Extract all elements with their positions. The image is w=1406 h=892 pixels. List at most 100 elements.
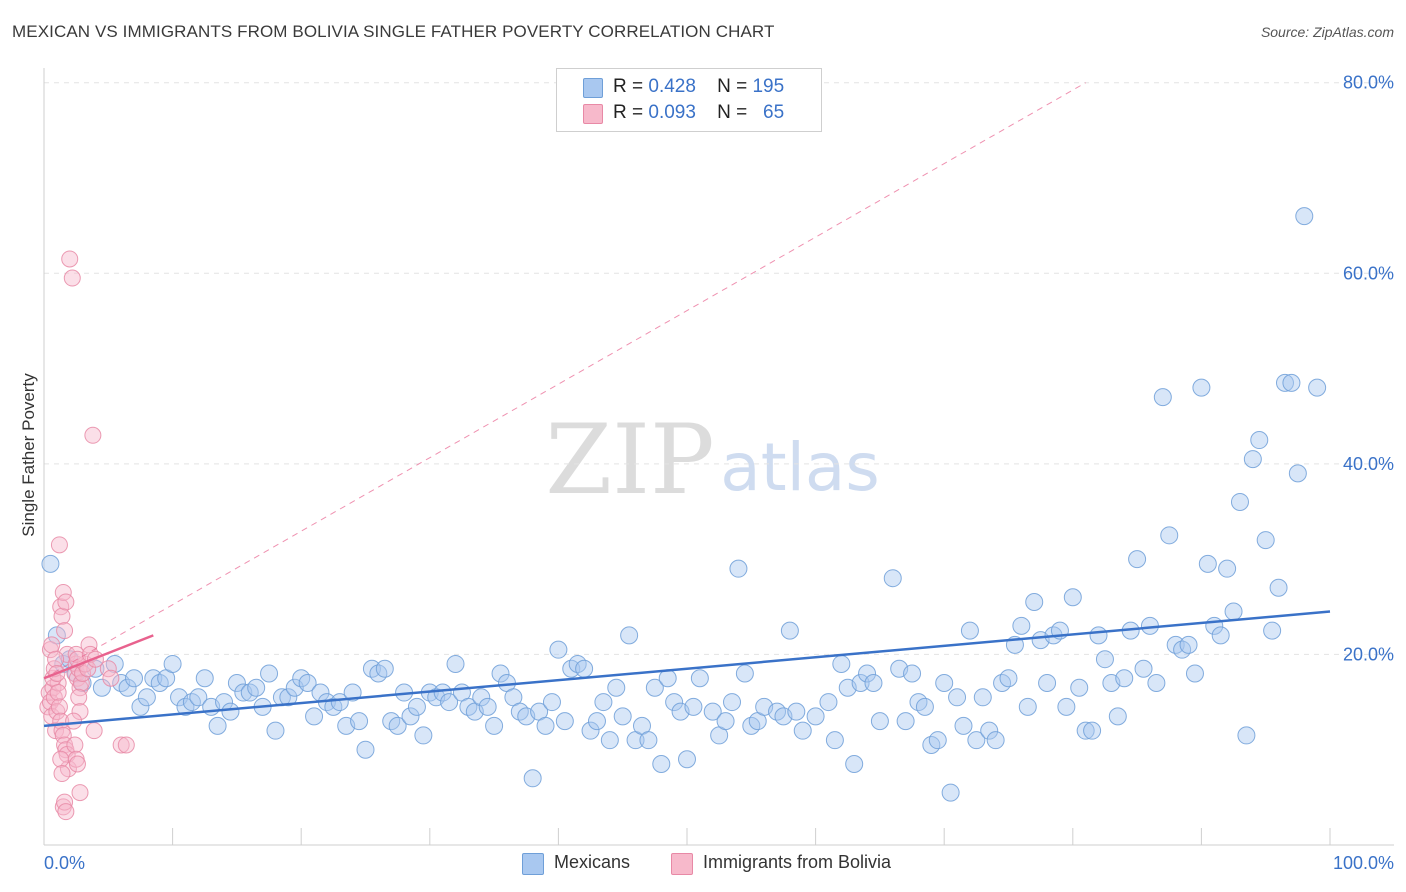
chart-title: MEXICAN VS IMMIGRANTS FROM BOLIVIA SINGL… [12, 22, 775, 41]
data-point [594, 693, 613, 712]
y-axis-label: Single Father Poverty [19, 373, 38, 537]
data-point [954, 716, 973, 735]
data-point [1179, 635, 1198, 654]
data-point [1083, 721, 1102, 740]
data-point [562, 659, 581, 678]
data-point [144, 669, 163, 688]
data-point [864, 674, 883, 693]
data-point [993, 674, 1012, 693]
data-point [118, 678, 137, 697]
data-point [896, 712, 915, 731]
data-point [1018, 697, 1037, 716]
data-point [1243, 450, 1262, 469]
data-point [935, 674, 954, 693]
data-point [948, 688, 967, 707]
data-point [440, 693, 459, 712]
data-point [163, 654, 182, 673]
data-point [909, 693, 928, 712]
data-point [1275, 373, 1294, 392]
stats-legend: R = 0.428 N = 195 R = 0.093 N = 65 [556, 68, 822, 132]
data-point [587, 712, 606, 731]
data-point [678, 750, 696, 769]
data-point [305, 707, 324, 726]
data-point [1230, 492, 1249, 511]
data-point [298, 674, 317, 693]
data-point [362, 659, 381, 678]
data-point [63, 269, 81, 287]
data-point [343, 683, 362, 702]
data-point [600, 731, 619, 750]
data-point [825, 731, 844, 750]
grid-lines [44, 82, 1394, 655]
data-point [176, 697, 195, 716]
data-point [729, 559, 748, 578]
data-point [41, 554, 60, 573]
data-point [182, 693, 201, 712]
data-point [941, 783, 960, 802]
data-point [568, 654, 587, 673]
bolivia-points [39, 250, 135, 821]
data-point [131, 697, 150, 716]
data-point [1237, 726, 1256, 745]
y-tick-label: 80.0% [1343, 73, 1394, 93]
data-point [1198, 554, 1217, 573]
data-point [112, 736, 130, 754]
data-point [658, 669, 677, 688]
data-point [1070, 678, 1089, 697]
data-point [330, 693, 349, 712]
data-point [478, 697, 497, 716]
data-point [542, 693, 561, 712]
data-point [279, 688, 298, 707]
data-point [1263, 621, 1282, 640]
data-point [57, 803, 75, 821]
data-point [260, 664, 279, 683]
data-point [999, 669, 1018, 688]
data-point [43, 636, 61, 654]
data-point [71, 703, 89, 721]
data-point [49, 684, 67, 702]
data-point [68, 755, 86, 773]
data-point [870, 712, 889, 731]
data-point [407, 697, 426, 716]
data-point [189, 688, 208, 707]
data-point [1095, 650, 1114, 669]
data-point [1089, 626, 1108, 645]
data-point [1063, 588, 1082, 607]
data-point [85, 722, 103, 740]
data-point [48, 703, 66, 721]
legend-label: Immigrants from Bolivia [703, 852, 892, 872]
data-point [1250, 431, 1269, 450]
data-point [1256, 531, 1275, 550]
data-point [292, 669, 311, 688]
data-point [716, 712, 735, 731]
data-point [382, 712, 401, 731]
y-tick-label: 60.0% [1343, 263, 1394, 283]
data-point [851, 674, 870, 693]
data-point [1211, 626, 1230, 645]
data-point [510, 702, 529, 721]
data-point [240, 683, 259, 702]
bolivia-trend-extension [43, 82, 1086, 679]
data-point [137, 688, 156, 707]
data-point [50, 536, 68, 554]
series-legend: Mexicans Immigrants from Bolivia [0, 850, 1406, 878]
data-point [832, 654, 851, 673]
data-point [928, 731, 947, 750]
data-point [324, 697, 343, 716]
data-point [845, 755, 864, 774]
data-point [703, 702, 722, 721]
data-point [960, 621, 979, 640]
data-point [684, 697, 703, 716]
data-point [787, 702, 806, 721]
data-point [221, 702, 240, 721]
data-point [980, 721, 999, 740]
data-point [652, 755, 671, 774]
data-point [1185, 664, 1204, 683]
data-point [523, 769, 542, 788]
data-point [973, 688, 992, 707]
data-point [356, 740, 375, 759]
bolivia-swatch [583, 104, 603, 124]
n-label: N = [717, 76, 748, 97]
data-point [1038, 674, 1057, 693]
